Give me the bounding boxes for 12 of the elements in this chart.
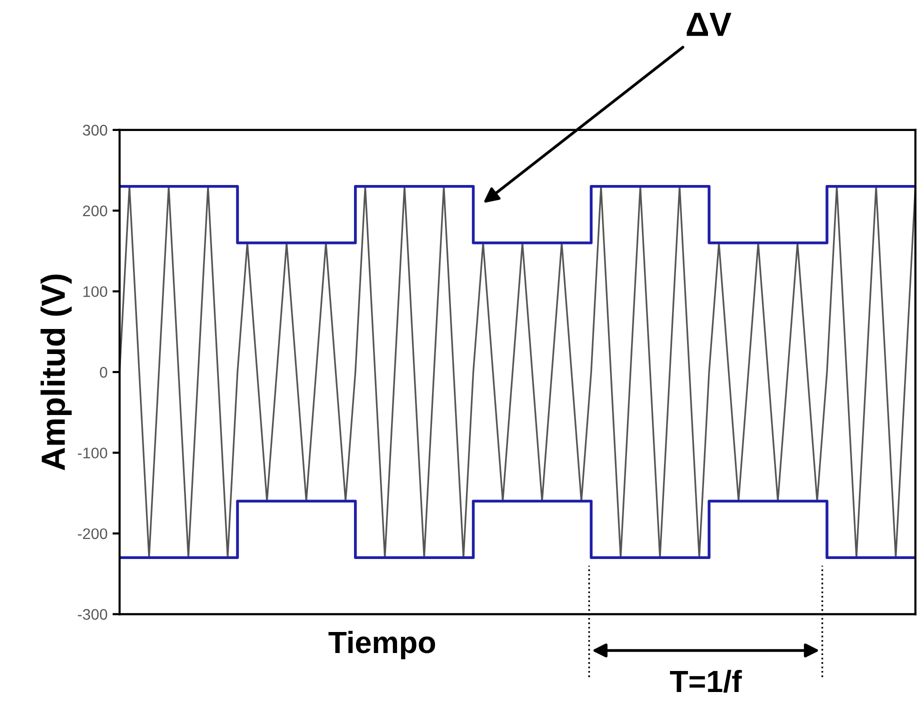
text: ΔV [686,12,732,36]
y-tick-label: 200 [83,206,108,216]
y-axis-title: Amplitud (V) [40,274,72,470]
text: T=1/f [670,670,742,693]
line-series [120,186,916,558]
y-tick-label: 100 [83,286,108,298]
y-tick-label: -200 [78,528,108,540]
y-tick-label: 300 [82,124,108,136]
y-tick-label: -300 [78,609,108,620]
y-tick-label: -100 [78,448,108,458]
x-axis-title: Tiempo [328,630,436,660]
y-tick-label: 0 [100,366,108,378]
